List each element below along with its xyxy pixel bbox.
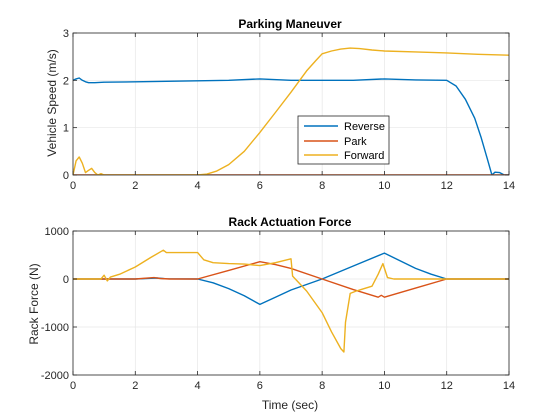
- force-x-tick-label: 2: [132, 380, 138, 392]
- force-x-tick-label: 4: [195, 380, 201, 392]
- speed-series-forward: [73, 47, 509, 175]
- speed-series-reverse: [73, 77, 509, 175]
- force-x-tick-label: 12: [441, 380, 453, 392]
- legend-label-forward: Forward: [344, 150, 384, 162]
- speed-y-tick-label: 3: [63, 28, 69, 40]
- legend-label-park: Park: [344, 136, 367, 148]
- legend-entry-park: Park: [304, 136, 367, 148]
- force-y-tick-label: -2000: [41, 370, 69, 382]
- force-x-tick-label: 8: [319, 380, 325, 392]
- force-y-tick-label: 1000: [45, 226, 69, 238]
- speed-legend: Reverse Park Forward: [297, 115, 390, 165]
- force-chart-title: Rack Actuation Force: [229, 215, 352, 229]
- speed-x-tick-label: 14: [503, 180, 515, 192]
- force-series-park: [73, 261, 509, 298]
- speed-lines: [73, 47, 509, 175]
- speed-x-tick-label: 2: [132, 180, 138, 192]
- force-x-tick-label: 6: [257, 380, 263, 392]
- speed-x-tick-label: 4: [195, 180, 201, 192]
- force-x-tick-label: 0: [70, 380, 76, 392]
- force-y-axis-label: Rack Force (N): [27, 263, 41, 344]
- force-x-tick-label: 10: [378, 380, 390, 392]
- force-x-tick-label: 14: [503, 380, 515, 392]
- speed-y-tick-label: 0: [63, 170, 69, 182]
- speed-x-tick-label: 6: [257, 180, 263, 192]
- legend-label-reverse: Reverse: [344, 121, 385, 133]
- force-axes: 0 2 4 6 8 10 12 14 -2000 -1000 0 1000 Rack Actuatio…: [27, 215, 515, 412]
- force-ticks: 0 2 4 6 8 10 12 14 -2000 -1000 0 1000: [41, 226, 515, 392]
- legend-entry-forward: Forward: [304, 150, 384, 162]
- force-y-tick-label: -1000: [41, 322, 69, 334]
- force-x-axis-label: Time (sec): [262, 398, 318, 412]
- speed-x-tick-label: 12: [441, 180, 453, 192]
- speed-x-tick-label: 8: [319, 180, 325, 192]
- speed-y-tick-label: 2: [63, 75, 69, 87]
- speed-chart-title: Parking Maneuver: [238, 17, 342, 31]
- speed-x-tick-label: 0: [70, 180, 76, 192]
- force-axes-frame: [72, 230, 510, 376]
- speed-axes-frame: [72, 32, 510, 176]
- force-y-tick-label: 0: [63, 274, 69, 286]
- speed-x-tick-label: 10: [378, 180, 390, 192]
- legend-box: [297, 115, 390, 165]
- legend-entry-reverse: Reverse: [304, 121, 385, 133]
- force-lines: [73, 249, 509, 353]
- force-series-forward: [73, 249, 509, 353]
- speed-y-tick-label: 1: [63, 123, 69, 135]
- speed-y-axis-label: Vehicle Speed (m/s): [45, 49, 59, 156]
